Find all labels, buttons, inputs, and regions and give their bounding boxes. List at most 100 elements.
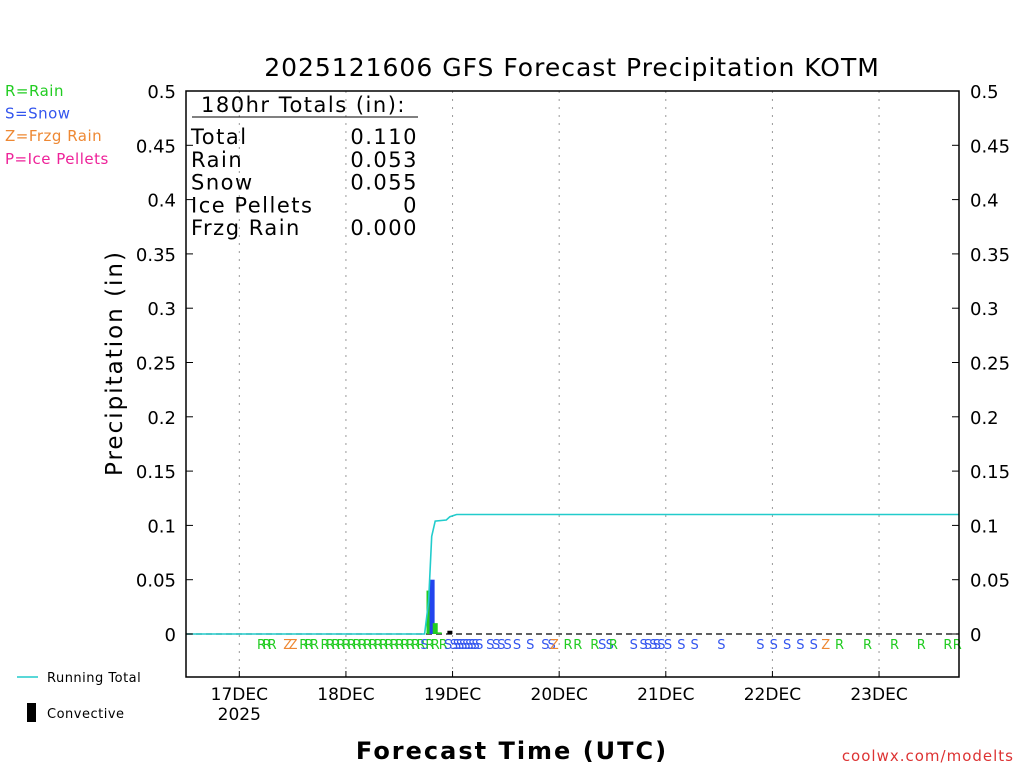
- totals-row-label: Rain: [191, 148, 243, 172]
- y-tick-label-right: 0.15: [970, 462, 1010, 483]
- y-tick-label-right: 0.5: [970, 82, 999, 103]
- ptype-marker: R: [416, 638, 425, 653]
- y-tick-label: 0.35: [136, 245, 176, 266]
- y-tick-label-right: 0.2: [970, 408, 999, 429]
- x-tick-label: 21DEC: [637, 685, 694, 705]
- y-tick-label: 0.45: [136, 136, 176, 157]
- totals-row-value: 0.053: [350, 148, 418, 172]
- x-tick-label: 23DEC: [850, 685, 907, 705]
- ptype-marker: S: [649, 638, 657, 653]
- ptype-marker: S: [657, 638, 665, 653]
- y-tick-label-right: 0.25: [970, 354, 1010, 375]
- ptype-marker: R: [326, 638, 335, 653]
- ptype-marker: R: [369, 638, 378, 653]
- ptype-marker: R: [406, 638, 415, 653]
- ptype-marker: R: [390, 638, 399, 653]
- totals-row-label: Ice Pellets: [191, 193, 313, 217]
- ptype-marker: R: [385, 638, 394, 653]
- ptype-marker: S: [598, 638, 606, 653]
- y-tick-label: 0.25: [136, 354, 176, 375]
- ptype-marker: S: [547, 638, 555, 653]
- ptype-marker: R: [431, 638, 440, 653]
- ptype-marker: Z: [550, 638, 559, 653]
- y-tick-label: 0: [165, 625, 176, 646]
- ptype-marker: R: [395, 638, 404, 653]
- ptype-marker: S: [459, 638, 467, 653]
- ptype-marker: S: [453, 638, 461, 653]
- vertical-gridlines: [238, 91, 880, 677]
- ptype-marker: S: [810, 638, 818, 653]
- ptype-markers: RRR ZZ RRR RRRRRRRRRRRRRRRRRRRSRRRSSSSSSSSS…: [257, 638, 962, 653]
- ptype-marker: S: [456, 638, 464, 653]
- ptype-marker: S: [526, 638, 534, 653]
- y-tick-label-right: 0: [970, 625, 981, 646]
- ptype-marker: R: [342, 638, 351, 653]
- y-tick-label: 0.05: [136, 571, 176, 592]
- ptype-legend-item: R=Rain: [5, 82, 64, 100]
- ptype-marker: S: [664, 638, 672, 653]
- ptype-marker: S: [756, 638, 764, 653]
- x-tick-label: 20DEC: [531, 685, 588, 705]
- totals-header: 180hr Totals (in):: [201, 93, 406, 117]
- y-axis-label: Precipitation (in): [102, 250, 128, 476]
- ptype-marker: S: [420, 638, 428, 653]
- totals-row-label: Snow: [191, 171, 254, 195]
- y-tick-label: 0.1: [147, 516, 176, 537]
- ptype-marker: S: [465, 638, 473, 653]
- precip-bar-convective: [447, 630, 453, 634]
- credit-text: coolwx.com/modelts: [842, 747, 1014, 765]
- totals-row-label: Total: [190, 125, 248, 149]
- convective-legend-label: Convective: [47, 707, 125, 722]
- ptype-marker: S: [472, 638, 480, 653]
- x-axis-label: Forecast Time (UTC): [356, 737, 668, 765]
- ptype-marker: S: [644, 638, 652, 653]
- ptype-marker: R: [609, 638, 618, 653]
- y-axis-right: 0 0.05 0.1 0.15 0.2 0.25 0.3 0.35 0.4 0.45 0.5: [952, 82, 1010, 646]
- totals-row-value: 0.055: [350, 171, 418, 195]
- ptype-marker: R: [353, 638, 362, 653]
- totals-row-label: Frzg Rain: [191, 216, 301, 240]
- plot-frame: [185, 90, 960, 678]
- ptype-marker: R: [358, 638, 367, 653]
- ptype-marker: S: [796, 638, 804, 653]
- ptype-marker: S: [497, 638, 505, 653]
- ptype-marker: R: [890, 638, 899, 653]
- precip-bar-snow: [429, 579, 435, 634]
- precipitation-bars: [426, 579, 453, 634]
- ptype-marker: S: [770, 638, 778, 653]
- y-tick-label: 0.4: [147, 191, 176, 212]
- x-tick-label: 18DEC: [317, 685, 374, 705]
- ptype-marker: R: [439, 638, 448, 653]
- ptype-marker: R: [943, 638, 952, 653]
- y-tick-label-right: 0.3: [970, 299, 999, 320]
- y-tick-label: 0.15: [136, 462, 176, 483]
- ptype-marker: S: [504, 638, 512, 653]
- ptype-marker: R: [590, 638, 599, 653]
- totals-row-value: 0.110: [350, 125, 418, 149]
- ptype-marker: R: [305, 638, 314, 653]
- ptype-marker: R: [374, 638, 383, 653]
- ptype-marker: Z: [821, 638, 830, 653]
- ptype-marker: R: [337, 638, 346, 653]
- y-tick-label: 0.2: [147, 408, 176, 429]
- ptype-marker: S: [513, 638, 521, 653]
- ptype-legend-item: P=Ice Pellets: [5, 150, 109, 168]
- ptype-marker: Z: [283, 638, 292, 653]
- y-tick-label-right: 0.4: [970, 191, 999, 212]
- ptype-marker: R: [268, 638, 277, 653]
- ptype-marker: R: [379, 638, 388, 653]
- ptype-legend-item: Z=Frzg Rain: [5, 127, 102, 145]
- y-tick-label-right: 0.35: [970, 245, 1010, 266]
- chart-title: 2025121606 GFS Forecast Precipitation KO…: [264, 53, 880, 82]
- x-year-label: 2025: [218, 705, 261, 725]
- ptype-marker: S: [541, 638, 549, 653]
- y-tick-label-right: 0.45: [970, 136, 1010, 157]
- precip-bar-rain: [436, 632, 442, 634]
- totals-box: 180hr Totals (in): Total 0.110 Rain 0.053 Sno…: [190, 93, 418, 240]
- running-total-series: [186, 513, 959, 635]
- ptype-marker: R: [564, 638, 573, 653]
- ptype-marker: S: [468, 638, 476, 653]
- precip-bar-rain: [432, 623, 438, 634]
- ptype-marker: R: [917, 638, 926, 653]
